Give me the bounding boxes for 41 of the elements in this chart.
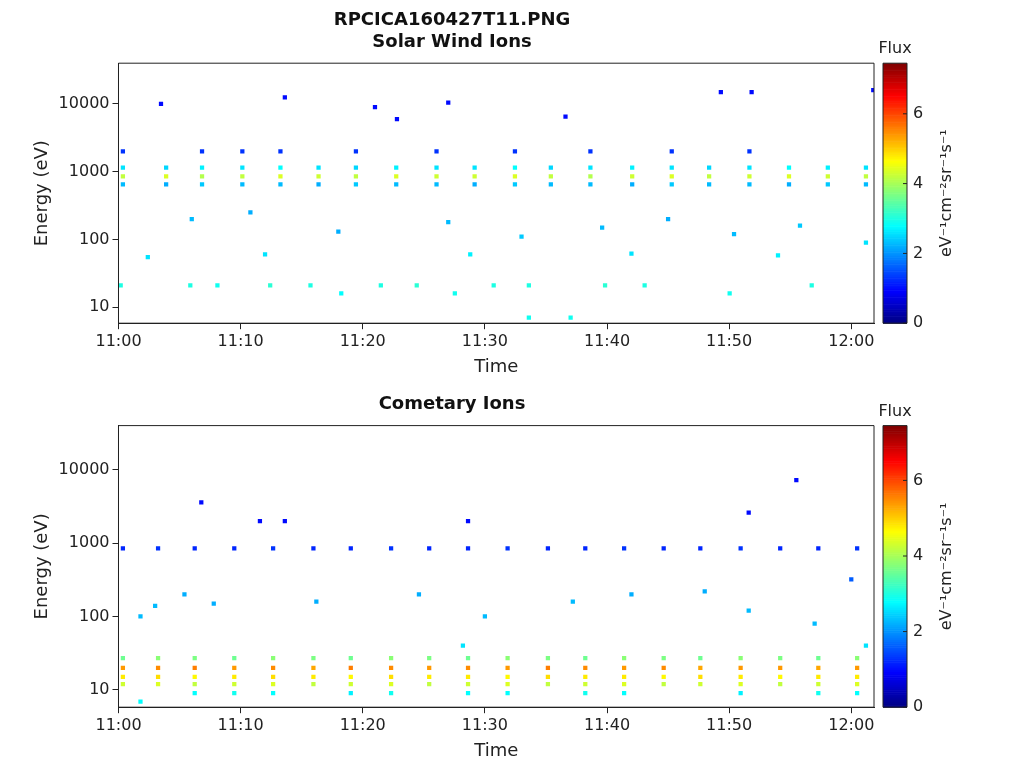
color-bar-label: 0 [913,696,924,716]
x-tick-label: 11:00 [95,330,142,350]
x-axis-title: Time [473,738,519,760]
color-bar-label: 0 [913,312,924,332]
y-tick-label: 10 [89,679,110,698]
legend-title: Flux [878,400,912,420]
x-tick-label: 11:40 [583,330,631,350]
chart-title: RPCICA160427T11.PNG [333,8,571,30]
color-bar-title: eV⁻¹cm⁻²sr⁻¹s⁻¹ [936,502,956,631]
x-tick-label: 12:00 [828,714,875,734]
x-tick-label: 11:10 [217,714,264,734]
y-tick-label: 100 [78,605,110,625]
color-bar-label: 2 [913,620,924,640]
color-bar-label: 2 [913,242,924,262]
x-tick-label: 11:00 [95,714,142,734]
y-tick-label: 10 [89,296,110,316]
y-axis-title: Energy (eV) [30,140,52,247]
y-tick-label: 1000 [68,532,110,552]
chart-title: Cometary Ions [378,392,526,414]
x-tick-label: 11:50 [706,330,753,350]
color-bar-title: eV⁻¹cm⁻²sr⁻¹s⁻¹ [936,129,956,258]
x-tick-label: 11:10 [217,330,264,350]
y-tick-label: 100 [78,228,110,248]
x-tick-label: 12:00 [828,330,875,350]
color-bar-label: 4 [913,172,924,192]
y-tick-label: 1000 [68,160,110,180]
legend-title: Flux [878,38,912,58]
y-tick-label: 10000 [58,93,110,113]
x-axis-title: Time [473,354,519,376]
y-axis-title: Energy (eV) [30,513,52,620]
color-bar-label: 6 [913,469,924,489]
x-tick-label: 11:50 [706,714,753,734]
x-tick-label: 11:20 [339,714,386,734]
x-tick-label: 11:30 [461,714,508,734]
y-tick-label: 10000 [58,458,110,478]
x-tick-label: 11:30 [461,330,508,350]
chart-subtitle: Solar Wind Ions [372,30,532,52]
color-bar-label: 6 [913,102,924,122]
x-tick-label: 11:20 [339,330,386,350]
color-bar-label: 4 [913,545,924,565]
x-tick-label: 11:40 [583,714,631,734]
